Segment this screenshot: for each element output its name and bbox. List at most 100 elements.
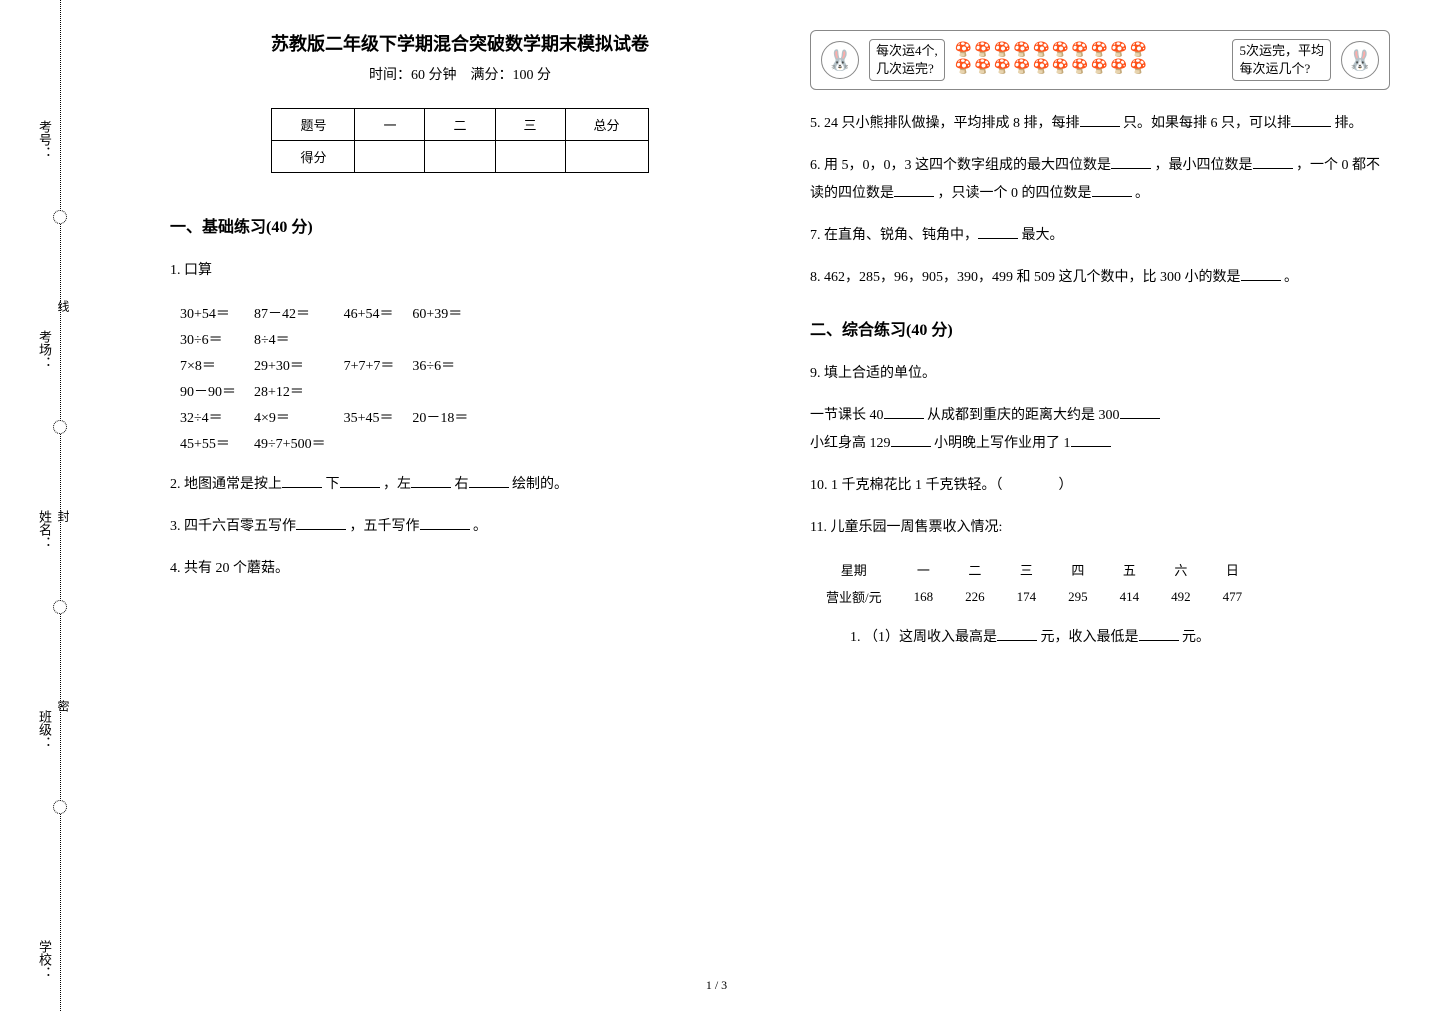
rev-cell: 三 bbox=[1001, 556, 1053, 583]
mm-cell: 7×8＝ bbox=[172, 353, 244, 377]
mm-cell: 87－42＝ bbox=[246, 301, 334, 325]
mm-cell: 20－18＝ bbox=[404, 405, 476, 429]
q2-text: ，左 bbox=[383, 477, 411, 492]
q5-text: 只。如果每排 6 只，可以排 bbox=[1123, 116, 1291, 131]
q6-text: 6. 用 5，0，0，3 这四个数字组成的最大四位数是 bbox=[810, 158, 1111, 173]
mushroom-text-line: 每次运几个? bbox=[1239, 60, 1324, 78]
mushroom-right-text: 5次运完，平均 每次运几个? bbox=[1232, 39, 1331, 81]
binding-seal-char: 线 bbox=[55, 300, 72, 312]
q6-text: ，只读一个 0 的四位数是 bbox=[938, 186, 1092, 201]
blank bbox=[1120, 405, 1160, 419]
rev-cell: 六 bbox=[1155, 556, 1207, 583]
rev-cell: 477 bbox=[1207, 583, 1259, 610]
mushroom-row: 🍄🍄🍄🍄🍄🍄🍄🍄🍄🍄 bbox=[955, 60, 1223, 77]
rev-cell: 168 bbox=[898, 583, 950, 610]
mm-cell bbox=[404, 431, 476, 455]
binding-label: 考号： bbox=[35, 120, 54, 159]
blank bbox=[411, 474, 451, 488]
mushroom-left-text: 每次运4个, 几次运完? bbox=[869, 39, 945, 81]
score-cell bbox=[425, 141, 495, 173]
mm-cell bbox=[336, 431, 403, 455]
rev-cell: 414 bbox=[1104, 583, 1156, 610]
mm-cell: 35+45＝ bbox=[336, 405, 403, 429]
blank bbox=[891, 433, 931, 447]
blank bbox=[296, 516, 346, 530]
q11-text: 元，收入最低是 bbox=[1041, 630, 1139, 645]
binding-label: 姓名： bbox=[35, 510, 54, 549]
mm-cell bbox=[336, 327, 403, 351]
mm-cell bbox=[404, 379, 476, 403]
q5-text: 排。 bbox=[1335, 116, 1363, 131]
binding-circle bbox=[53, 420, 67, 434]
score-cell: 二 bbox=[425, 109, 495, 141]
score-cell bbox=[565, 141, 648, 173]
blank bbox=[1139, 627, 1179, 641]
score-cell: 三 bbox=[495, 109, 565, 141]
mm-cell: 32÷4＝ bbox=[172, 405, 244, 429]
mm-cell: 36÷6＝ bbox=[404, 353, 476, 377]
right-column: 🐰 每次运4个, 几次运完? 🍄🍄🍄🍄🍄🍄🍄🍄🍄🍄 🍄🍄🍄🍄🍄🍄🍄🍄🍄🍄 5次运… bbox=[810, 30, 1390, 666]
blank bbox=[884, 405, 924, 419]
score-header-row: 题号 一 二 三 总分 bbox=[272, 109, 648, 141]
rev-cell: 226 bbox=[949, 583, 1001, 610]
blank bbox=[1071, 433, 1111, 447]
mushroom-text-line: 5次运完，平均 bbox=[1239, 42, 1324, 60]
page-content: 苏教版二年级下学期混合突破数学期末模拟试卷 时间：60 分钟 满分：100 分 … bbox=[170, 30, 1393, 666]
q8: 8. 462，285，96，905，390，499 和 509 这几个数中，比 … bbox=[810, 264, 1390, 292]
rev-cell: 174 bbox=[1001, 583, 1053, 610]
q2-text: 下 bbox=[326, 477, 340, 492]
blank bbox=[1241, 267, 1281, 281]
binding-label: 学校： bbox=[35, 940, 54, 979]
q6-text: ，最小四位数是 bbox=[1155, 158, 1253, 173]
mm-cell: 4×9＝ bbox=[246, 405, 334, 429]
blank bbox=[1253, 155, 1293, 169]
binding-seal-char: 密 bbox=[55, 700, 72, 712]
mm-cell: 45+55＝ bbox=[172, 431, 244, 455]
mm-cell: 28+12＝ bbox=[246, 379, 334, 403]
section1-title: 一、基础练习(40 分) bbox=[170, 213, 750, 237]
score-value-row: 得分 bbox=[272, 141, 648, 173]
q2: 2. 地图通常是按上 下 ，左 右 绘制的。 bbox=[170, 471, 750, 499]
q8-text: 8. 462，285，96，905，390，499 和 509 这几个数中，比 … bbox=[810, 270, 1241, 285]
blank bbox=[420, 516, 470, 530]
score-cell: 得分 bbox=[272, 141, 355, 173]
section2-title: 二、综合练习(40 分) bbox=[810, 316, 1390, 340]
binding-label: 考场： bbox=[35, 330, 54, 369]
q2-text: 绘制的。 bbox=[512, 477, 568, 492]
mm-cell: 8÷4＝ bbox=[246, 327, 334, 351]
blank bbox=[1080, 113, 1120, 127]
mushroom-text-line: 每次运4个, bbox=[876, 42, 938, 60]
blank bbox=[469, 474, 509, 488]
q5: 5. 24 只小熊排队做操，平均排成 8 排，每排 只。如果每排 6 只，可以排… bbox=[810, 110, 1390, 138]
mm-cell: 29+30＝ bbox=[246, 353, 334, 377]
q11-label: 11. 儿童乐园一周售票收入情况: bbox=[810, 514, 1390, 542]
mushroom-text-line: 几次运完? bbox=[876, 60, 938, 78]
binding-seal-char: 封 bbox=[55, 510, 72, 522]
score-cell: 一 bbox=[355, 109, 425, 141]
blank bbox=[282, 474, 322, 488]
score-cell: 题号 bbox=[272, 109, 355, 141]
bunny-icon: 🐰 bbox=[1341, 41, 1379, 79]
rev-cell: 295 bbox=[1052, 583, 1104, 610]
q3-text: 3. 四千六百零五写作 bbox=[170, 519, 296, 534]
exam-subtitle: 时间：60 分钟 满分：100 分 bbox=[170, 64, 750, 84]
q2-text: 2. 地图通常是按上 bbox=[170, 477, 282, 492]
q9-text: 从成都到重庆的距离大约是 300 bbox=[927, 408, 1120, 423]
rev-header-row: 星期 一 二 三 四 五 六 日 bbox=[810, 556, 1258, 583]
rev-cell: 营业额/元 bbox=[810, 583, 898, 610]
rev-cell: 二 bbox=[949, 556, 1001, 583]
q9-text: 一节课长 40 bbox=[810, 408, 884, 423]
mm-cell: 49÷7+500＝ bbox=[246, 431, 334, 455]
q9-text: 小明晚上写作业用了 1 bbox=[934, 436, 1071, 451]
mm-cell: 7+7+7＝ bbox=[336, 353, 403, 377]
q7: 7. 在直角、锐角、钝角中， 最大。 bbox=[810, 222, 1390, 250]
binding-dotted-line bbox=[60, 0, 61, 1011]
score-cell bbox=[495, 141, 565, 173]
rev-cell: 星期 bbox=[810, 556, 898, 583]
rev-cell: 五 bbox=[1104, 556, 1156, 583]
mushroom-icons: 🍄🍄🍄🍄🍄🍄🍄🍄🍄🍄 🍄🍄🍄🍄🍄🍄🍄🍄🍄🍄 bbox=[955, 43, 1223, 77]
binding-circle bbox=[53, 210, 67, 224]
q9-lines: 一节课长 40 从成都到重庆的距离大约是 300 小红身高 129 小明晚上写作… bbox=[810, 402, 1390, 458]
blank bbox=[997, 627, 1037, 641]
rev-cell: 四 bbox=[1052, 556, 1104, 583]
